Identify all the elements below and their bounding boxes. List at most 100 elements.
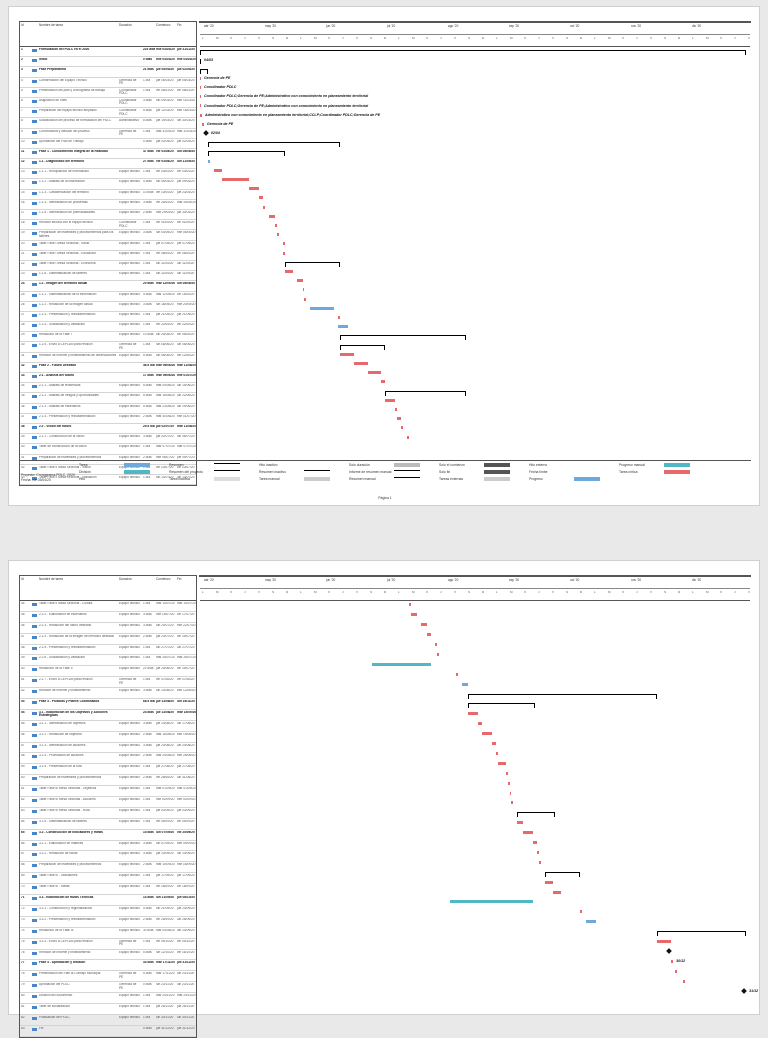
critical-task-bar[interactable] — [657, 940, 672, 944]
critical-task-bar[interactable] — [426, 633, 431, 637]
table-row[interactable]: 21 Taller Fase I Mesa Sectorial - Educaci… — [20, 251, 196, 261]
critical-task-bar[interactable] — [434, 643, 437, 647]
split-task-bar[interactable] — [450, 900, 534, 904]
critical-task-bar[interactable] — [523, 831, 534, 835]
table-row[interactable]: 23 1.1.6 - Sistematización de talleres Equ… — [20, 271, 196, 282]
task-bar[interactable] — [338, 325, 348, 329]
table-row[interactable]: 64 3.1.6 - Sistematización de talleres Equ… — [20, 819, 196, 830]
critical-task-bar[interactable] — [397, 417, 402, 421]
table-row[interactable]: 80 Difusión del documento Equipo técnico 1 … — [20, 993, 196, 1004]
summary-bar[interactable] — [207, 151, 285, 157]
table-row[interactable]: 14 1.1.2 - Análisis de la información Equi… — [20, 179, 196, 190]
critical-task-bar[interactable] — [338, 315, 340, 319]
table-row[interactable]: 13 1.1.1 - Recopilación de información Equ… — [20, 169, 196, 180]
critical-task-bar[interactable] — [213, 168, 222, 172]
critical-task-bar[interactable] — [408, 603, 411, 607]
milestone-diamond[interactable] — [666, 948, 673, 955]
table-row[interactable]: 2 Inicio 0 días mié 04/03/20 mié 04/03/20 — [20, 57, 196, 68]
table-row[interactable]: 81 Taller de socialización Equipo técnico 1… — [20, 1004, 196, 1015]
table-row[interactable]: 8 Socialización del proceso de formulació… — [20, 118, 196, 129]
table-row[interactable]: 45 2.2.2 - Elaboración de escenarios Equip… — [20, 612, 196, 623]
critical-task-bar[interactable] — [221, 177, 250, 181]
table-row[interactable]: 6 Asignación de roles Coordinador PDLC 3 dí… — [20, 98, 196, 109]
table-row[interactable]: 10 Aprobación del Plan de Trabajo 0 días ju… — [20, 139, 196, 149]
critical-task-bar[interactable] — [395, 407, 398, 411]
table-row[interactable]: 67 3.2.2 - Redacción de fichas Equipo técn… — [20, 851, 196, 863]
critical-task-bar[interactable] — [410, 613, 417, 617]
critical-task-bar[interactable] — [259, 196, 264, 200]
table-row[interactable]: 83 Fin 0 días jue 31/12/20 jue 31/12/20 — [20, 1026, 196, 1037]
table-row[interactable]: 52 Revisión de informe y levantamiento Equ… — [20, 688, 196, 700]
table-row[interactable]: 47 2.2.4 - Redacción de la Imagen del ter… — [20, 634, 196, 645]
critical-task-bar[interactable] — [339, 352, 354, 356]
table-row[interactable]: 50 Redacción de la Fase II Equipo técnico 2… — [20, 666, 196, 678]
table-row[interactable]: 24 1.2 - Imagen del territorio actual 20 d… — [20, 281, 196, 292]
table-row[interactable]: 42 Taller Fase II Mesa Sectorial - Visión… — [20, 465, 196, 475]
summary-bar[interactable] — [284, 261, 341, 267]
table-row[interactable]: 20 Taller Fase I Mesa Sectorial - Salud Eq… — [20, 241, 196, 251]
table-row[interactable]: 18 Reunión técnica con el equipo técnico C… — [20, 220, 196, 231]
table-row[interactable]: 35 2.1.2 - Análisis de riesgos y oportuni… — [20, 393, 196, 404]
table-row[interactable]: 58 3.1.4 - Priorización de acciones Equipo… — [20, 753, 196, 765]
table-row[interactable]: 74 Redacción de la Fase III Equipo técnico… — [20, 928, 196, 939]
table-row[interactable]: 12 1.1 - Diagnóstico del territorio 27 día… — [20, 159, 196, 170]
table-row[interactable]: 49 2.2.6 - Socialización y validación Equi… — [20, 655, 196, 667]
table-row[interactable]: 28 1.2.4 - Socialización y validación Equi… — [20, 322, 196, 333]
table-row[interactable]: 65 3.2 - Construcción de Indicadores y me… — [20, 830, 196, 841]
table-row[interactable]: 4 Conformación del Equipo Técnico Gerencia… — [20, 78, 196, 88]
table-row[interactable]: 77 Fase 4 - Aprobación y difusión 33 días m… — [20, 960, 196, 972]
critical-task-bar[interactable] — [675, 969, 678, 973]
critical-task-bar[interactable] — [302, 288, 305, 292]
summary-bar[interactable] — [200, 68, 208, 74]
table-row[interactable]: 55 3.1.1 - Identificación de objetivos Equ… — [20, 721, 196, 732]
critical-task-bar[interactable] — [545, 880, 553, 884]
table-row[interactable]: 37 2.1.4 - Presentación y retroalimentaci… — [20, 414, 196, 424]
table-row[interactable]: 44 Taller Fase II Mesa Sectorial - Cultur… — [20, 601, 196, 612]
critical-task-bar[interactable] — [468, 712, 478, 716]
critical-task-bar[interactable] — [436, 652, 439, 656]
critical-task-bar[interactable] — [537, 850, 540, 854]
critical-task-bar[interactable] — [304, 297, 307, 301]
table-row[interactable]: 48 2.2.5 - Presentación y retroalimentaci… — [20, 645, 196, 656]
table-row[interactable]: 57 3.1.3 - Identificación de acciones Equi… — [20, 743, 196, 754]
table-row[interactable]: 34 2.1.1 - Análisis de tendencias Equipo t… — [20, 383, 196, 394]
critical-task-bar[interactable] — [580, 910, 583, 914]
table-row[interactable]: 43 Taller Fase II Mesa Sectorial - Valida… — [20, 475, 196, 486]
critical-task-bar[interactable] — [249, 187, 260, 191]
critical-task-bar[interactable] — [420, 623, 427, 627]
critical-task-bar[interactable] — [481, 732, 492, 736]
critical-task-bar[interactable] — [284, 269, 293, 273]
critical-task-bar[interactable] — [509, 791, 512, 795]
table-row[interactable]: 16 1.1.4 - Identificación de problemas Equ… — [20, 200, 196, 210]
table-row[interactable]: 29 Redacción de la Fase I Equipo técnico 10… — [20, 332, 196, 343]
critical-task-bar[interactable] — [263, 205, 266, 209]
table-row[interactable]: 73 3.3.2 - Presentación y retroalimentaci… — [20, 917, 196, 928]
critical-task-bar[interactable] — [552, 890, 561, 894]
table-row[interactable]: 46 2.2.3 - Redacción del futuro deseado Eq… — [20, 623, 196, 634]
table-row[interactable]: 66 3.2.1 - Elaboración de matrices Equipo … — [20, 841, 196, 852]
critical-task-bar[interactable] — [385, 398, 396, 402]
table-row[interactable]: 53 Fase 3 - Políticas y Planes Coordinado… — [20, 699, 196, 710]
table-row[interactable]: 30 1.2.5 - Envío a CEPLAN para revisión Ge… — [20, 342, 196, 353]
table-row[interactable]: 40 Taller de construcción de la visión Equ… — [20, 444, 196, 455]
table-row[interactable]: 17 1.1.5 - Identificación de potencialida… — [20, 210, 196, 221]
critical-task-bar[interactable] — [276, 233, 279, 237]
task-bar[interactable] — [207, 159, 210, 163]
critical-task-bar[interactable] — [456, 672, 459, 676]
critical-task-bar[interactable] — [269, 214, 275, 218]
table-row[interactable]: 11 Fase 1 - Conocimiento integral de la R… — [20, 149, 196, 160]
table-row[interactable]: 3 Fase Preparatoria 21 días jue 05/03/20 jue… — [20, 67, 196, 78]
table-row[interactable]: 76 Revisión de informe y levantamiento Equ… — [20, 950, 196, 961]
summary-bar[interactable] — [545, 871, 581, 877]
critical-task-bar[interactable] — [517, 821, 524, 825]
critical-task-bar[interactable] — [200, 104, 201, 108]
table-row[interactable]: 82 Publicación del PDLC Equipo técnico 1 dí… — [20, 1015, 196, 1026]
table-row[interactable]: 63 Taller Fase III Mesa Sectorial - Ruta E… — [20, 808, 196, 819]
critical-task-bar[interactable] — [296, 279, 303, 283]
critical-task-bar[interactable] — [200, 85, 201, 89]
table-row[interactable]: 70 Taller Fase III - Metas Equipo técnico 1… — [20, 884, 196, 896]
summary-bar[interactable] — [468, 703, 536, 709]
critical-task-bar[interactable] — [401, 426, 404, 430]
